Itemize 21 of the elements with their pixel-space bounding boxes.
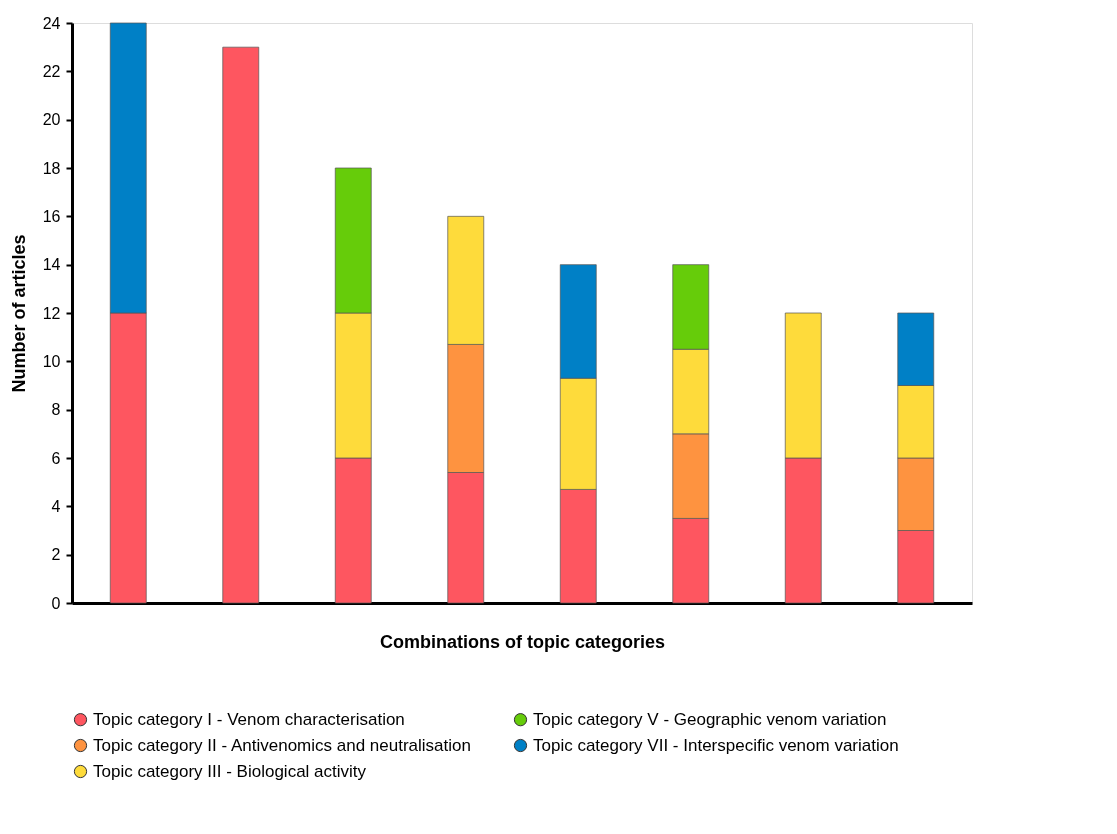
y-tick-label: 4 <box>51 497 61 515</box>
y-tick-label: 14 <box>42 256 61 274</box>
y-tick-label: 12 <box>42 304 61 322</box>
legend-label: Topic category III - Biological activity <box>93 761 367 781</box>
y-tick-label: 20 <box>42 111 61 129</box>
legend-label: Topic category II - Antivenomics and neutralisation <box>93 735 471 755</box>
y-tick-label: 2 <box>51 546 61 564</box>
y-tick-label: 18 <box>42 159 61 177</box>
y-tick-label: 16 <box>42 207 61 225</box>
legend-label: Topic category V - Geographic venom variation <box>533 709 887 729</box>
y-tick-label: 22 <box>42 62 61 80</box>
legend-label: Topic category VII - Interspecific venom variation <box>533 735 899 755</box>
legend-label: Topic category I - Venom characterisation <box>93 709 405 729</box>
x-axis-title: Combinations of topic categories <box>379 631 666 652</box>
y-tick-label: 8 <box>51 401 61 419</box>
y-tick-label: 24 <box>42 14 61 32</box>
bar <box>222 46 260 604</box>
y-tick-label: 10 <box>42 352 61 370</box>
y-tick-label: 0 <box>51 594 61 612</box>
y-tick-label: 6 <box>51 449 61 467</box>
y-axis-title: Number of articles <box>8 234 29 393</box>
